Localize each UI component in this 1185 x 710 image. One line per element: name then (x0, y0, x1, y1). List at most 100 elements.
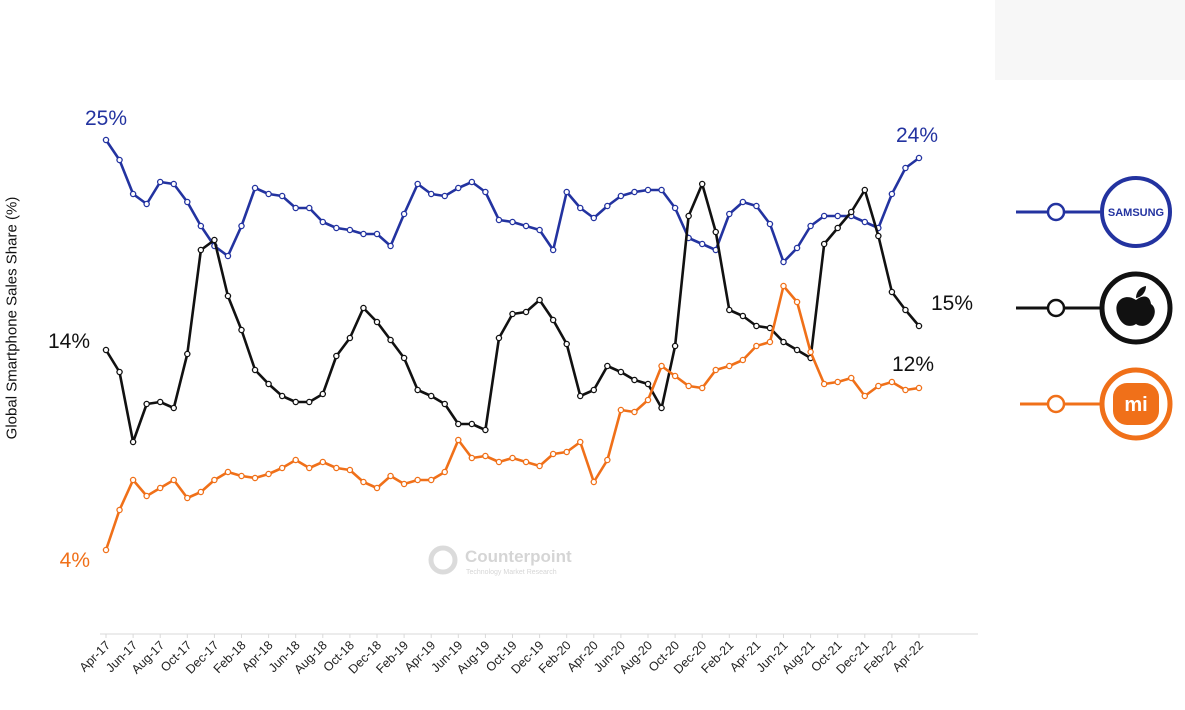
xiaomi-point (875, 382, 882, 390)
legend-marker (1046, 394, 1066, 414)
apple-point (116, 368, 123, 376)
samsung-point (156, 178, 164, 186)
samsung-point (468, 178, 476, 186)
end-labels: 25% 24% 14% 15% 4% 12% (48, 107, 973, 572)
xiaomi-point (211, 476, 218, 484)
xiaomi-point (834, 378, 841, 386)
xiaomi-point (617, 406, 625, 414)
samsung-wordmark: SAMSUNG (1108, 207, 1164, 219)
samsung-point (766, 220, 774, 228)
xiaomi-point (482, 452, 489, 460)
xiaomi-point (793, 298, 801, 306)
samsung-line (104, 139, 920, 264)
apple-point (617, 368, 625, 376)
apple-point (333, 352, 340, 360)
samsung-point (346, 226, 354, 234)
xiaomi-point (658, 362, 665, 370)
apple-logo-icon (1116, 296, 1155, 326)
xiaomi-point (265, 470, 272, 478)
apple-point (224, 292, 232, 300)
xiaomi-point (753, 342, 760, 350)
samsung-point (278, 192, 286, 200)
apple-point (414, 386, 421, 394)
xiaomi-point (509, 454, 516, 462)
samsung-point (617, 192, 625, 200)
apple-point (292, 398, 299, 406)
apple-point (441, 400, 448, 408)
x-tick-label: Apr-22 (890, 638, 926, 674)
apple-point (346, 334, 354, 342)
samsung-start-label: 25% (85, 107, 127, 130)
xiaomi-point (563, 448, 570, 456)
samsung-point (441, 192, 448, 200)
apple-point (468, 420, 476, 428)
xiaomi-point (888, 378, 896, 386)
apple-point (658, 404, 665, 412)
samsung-point (414, 180, 421, 188)
samsung-point (170, 180, 177, 188)
apple-point (820, 240, 828, 248)
apple-point (644, 380, 652, 388)
apple-point (522, 308, 530, 316)
xiaomi-point (590, 478, 598, 486)
apple-point (360, 304, 367, 312)
apple-point (780, 338, 787, 346)
xiaomi-point (549, 450, 557, 458)
xiaomi-start-label: 4% (60, 549, 90, 572)
apple-point (305, 398, 313, 406)
samsung-point (319, 218, 327, 226)
xiaomi-point (170, 476, 177, 484)
samsung-point (129, 190, 137, 198)
xiaomi-point (495, 458, 503, 466)
apple-point (143, 400, 150, 408)
apple-start-label: 14% (48, 330, 90, 353)
xiaomi-point (522, 458, 530, 466)
watermark-brand: Counterpoint (465, 547, 572, 566)
apple-point (278, 392, 286, 400)
xiaomi-point (197, 488, 205, 496)
xiaomi-point (373, 484, 381, 492)
series-samsung (102, 136, 923, 266)
xiaomi-point (387, 472, 394, 480)
samsung-point (644, 186, 652, 194)
series-xiaomi (102, 282, 923, 554)
apple-point (861, 186, 869, 194)
xiaomi-point (536, 462, 543, 470)
legend-item-samsung: SAMSUNG (1016, 176, 1172, 248)
apple-point (156, 398, 164, 406)
samsung-point (143, 200, 150, 208)
apple-point (102, 346, 110, 354)
legend-marker (1046, 298, 1066, 318)
apple-point (482, 426, 489, 434)
apple-point (577, 392, 584, 400)
samsung-point (698, 240, 706, 248)
xiaomi-point (278, 464, 286, 472)
samsung-point (522, 222, 530, 230)
series-layer (102, 136, 923, 554)
xiaomi-point (346, 466, 354, 474)
xiaomi-point (807, 348, 814, 356)
samsung-point (888, 190, 896, 198)
samsung-point (427, 190, 435, 198)
samsung-point (265, 190, 272, 198)
samsung-point (671, 204, 679, 212)
xiaomi-point (184, 494, 191, 502)
samsung-point (102, 136, 110, 144)
apple-point (793, 346, 801, 354)
xiaomi-mi-logo: mi (1124, 394, 1147, 416)
xiaomi-point (780, 282, 787, 290)
samsung-point (482, 188, 489, 196)
xiaomi-point (644, 396, 652, 404)
xiaomi-point (238, 472, 245, 480)
apple-point (427, 392, 435, 400)
samsung-point (604, 202, 611, 210)
samsung-point (807, 222, 814, 230)
legend-item-apple (1016, 271, 1173, 345)
x-axis-ticks: Apr-17Jun-17Aug-17Oct-17Dec-17Feb-18Apr-… (77, 634, 926, 677)
apple-point (726, 306, 733, 314)
samsung-point (116, 156, 123, 164)
legend: SAMSUNG mi (1016, 176, 1173, 441)
apple-point (604, 362, 611, 370)
xiaomi-point (251, 474, 259, 482)
